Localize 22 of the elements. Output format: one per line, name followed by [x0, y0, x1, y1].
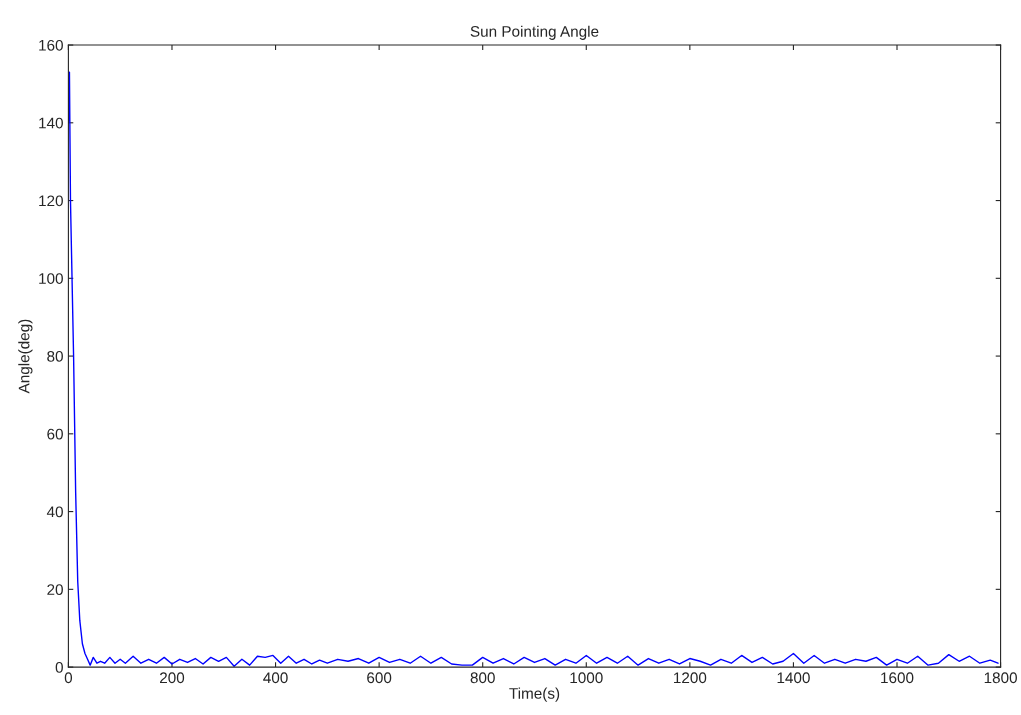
x-tick-label: 200	[160, 672, 185, 684]
x-tick-label: 1200	[674, 672, 707, 684]
y-tick-label: 20	[47, 584, 63, 596]
y-tick-label: 140	[39, 117, 63, 129]
x-tick-label: 1000	[570, 672, 603, 684]
y-tick-label: 160	[39, 39, 63, 51]
y-tick-label: 60	[47, 428, 63, 440]
y-tick-label: 40	[46, 506, 63, 518]
y-tick-label: 0	[55, 661, 63, 673]
x-tick-label: 0	[64, 672, 73, 684]
x-tick-label: 400	[263, 672, 288, 684]
x-tick-label: 1800	[984, 672, 1017, 684]
chart-title: Sun Pointing Angle	[470, 25, 599, 40]
x-axis-title: Time(s)	[509, 687, 560, 702]
x-tick-label: 1600	[881, 672, 914, 684]
x-tick-label: 1400	[777, 672, 810, 684]
y-tick-label: 80	[47, 350, 63, 362]
x-tick-label: 800	[470, 672, 495, 684]
y-axis-title: Angle(deg)	[18, 319, 33, 394]
x-tick-label: 600	[367, 672, 392, 684]
y-tick-label: 120	[39, 195, 63, 207]
y-tick-label: 100	[39, 273, 63, 284]
